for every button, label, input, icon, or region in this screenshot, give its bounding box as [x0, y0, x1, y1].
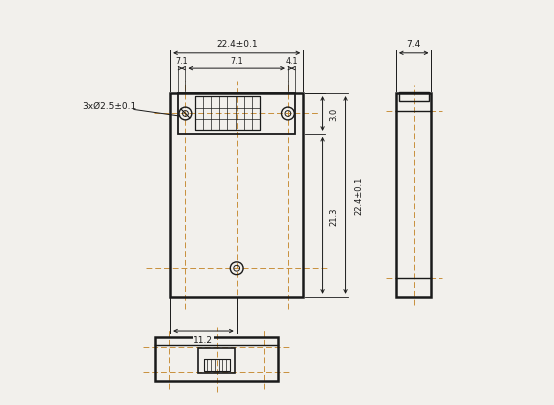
- Bar: [198, 349, 235, 373]
- Text: 7.1: 7.1: [176, 57, 188, 66]
- Bar: [396, 94, 432, 297]
- Text: 21.3: 21.3: [330, 207, 338, 225]
- Text: 7.1: 7.1: [230, 57, 243, 66]
- Text: 4.1: 4.1: [285, 57, 298, 66]
- Text: 3.0: 3.0: [330, 108, 338, 121]
- Text: 22.4±0.1: 22.4±0.1: [216, 40, 258, 49]
- Text: 22.4±0.1: 22.4±0.1: [354, 176, 363, 215]
- Bar: [178, 94, 295, 134]
- Bar: [204, 359, 229, 371]
- Bar: [194, 97, 260, 130]
- Text: 11.2: 11.2: [193, 335, 213, 344]
- Bar: [155, 337, 278, 382]
- Bar: [170, 94, 303, 297]
- Text: 7.4: 7.4: [407, 40, 421, 49]
- Text: 3xØ2.5±0.1: 3xØ2.5±0.1: [83, 102, 137, 111]
- Bar: [399, 92, 429, 102]
